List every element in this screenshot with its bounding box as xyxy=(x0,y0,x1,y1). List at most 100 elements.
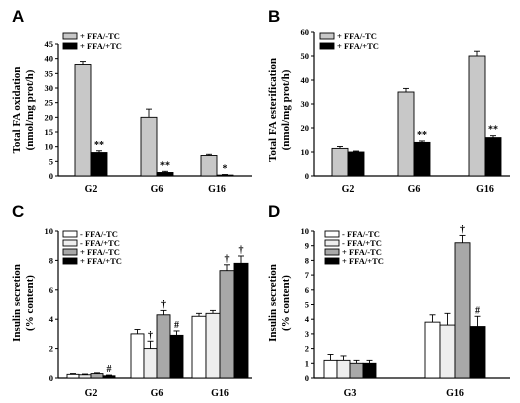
legend: + FFA/-TC+ FFA/+TC xyxy=(62,31,122,51)
bar xyxy=(347,151,365,177)
category-label: G3 xyxy=(344,388,357,399)
y-axis-label-line: (% content) xyxy=(24,275,36,331)
bar xyxy=(454,242,471,379)
y-tick-label: 25 xyxy=(45,98,54,108)
y-axis-label: Total FA esterification(nmol/mg prot/h) xyxy=(267,58,292,162)
bar xyxy=(484,137,502,177)
y-tick-label: 8 xyxy=(49,255,53,265)
panel-letter: A xyxy=(12,7,24,26)
bar xyxy=(331,147,349,177)
legend-swatch xyxy=(319,32,335,40)
bar xyxy=(78,374,92,379)
y-tick-label: 1 xyxy=(305,358,309,368)
legend-swatch xyxy=(324,239,340,247)
legend: + FFA/-TC+ FFA/+TC xyxy=(319,31,379,51)
legend-swatch xyxy=(62,239,78,247)
legend-swatch xyxy=(324,248,340,256)
legend-label: + FFA/-TC xyxy=(80,31,120,41)
y-tick-label: 6 xyxy=(49,285,53,295)
legend-label: - FFA/-TC xyxy=(342,229,380,239)
legend-swatch xyxy=(62,230,78,238)
significance-mark: † xyxy=(161,299,166,310)
y-tick-label: 20 xyxy=(301,123,310,133)
legend-label: - FFA/-TC xyxy=(80,229,118,239)
legend-swatch xyxy=(62,248,78,256)
category-label: G2 xyxy=(85,388,98,399)
y-axis-label-line: Insulin secretion xyxy=(11,264,23,342)
legend-swatch xyxy=(324,257,340,265)
y-tick-label: 6 xyxy=(305,285,309,295)
y-tick-label: 4 xyxy=(49,314,54,324)
y-tick-label: 30 xyxy=(45,83,54,93)
y-tick-label: 8 xyxy=(305,255,309,265)
bar xyxy=(219,270,235,379)
y-tick-label: 7 xyxy=(305,270,310,280)
y-tick-label: 3 xyxy=(305,329,309,339)
bar xyxy=(469,326,486,379)
y-axis-label: Total FA oxidation(nmol/mg prot/h) xyxy=(11,67,36,154)
bar xyxy=(169,334,184,379)
bar xyxy=(90,152,108,177)
legend-swatch xyxy=(324,230,340,238)
bar xyxy=(191,315,207,379)
y-tick-label: 10 xyxy=(45,226,54,236)
significance-mark: ** xyxy=(488,125,498,136)
significance-mark: † xyxy=(225,254,230,265)
category-label: G16 xyxy=(476,184,494,195)
legend-swatch xyxy=(62,32,78,40)
y-tick-label: 50 xyxy=(301,51,310,61)
bar xyxy=(468,55,486,177)
legend-label: + FFA/+TC xyxy=(342,256,384,266)
y-tick-label: 40 xyxy=(45,54,54,64)
significance-mark: ** xyxy=(94,140,104,151)
y-axis-label-line: Insulin secretion xyxy=(267,264,279,342)
bar xyxy=(200,155,218,177)
category-label: G6 xyxy=(408,184,421,195)
significance-mark: * xyxy=(223,164,228,175)
significance-mark: # xyxy=(475,305,480,316)
significance-mark: † xyxy=(148,330,153,341)
panel-letter: B xyxy=(268,7,280,26)
legend-label: - FFA/+TC xyxy=(80,238,120,248)
bar xyxy=(205,312,221,379)
significance-mark: # xyxy=(107,364,112,375)
bar xyxy=(90,373,104,379)
bar xyxy=(102,375,116,379)
legend-label: - FFA/+TC xyxy=(342,238,382,248)
y-axis-label-line: Total FA oxidation xyxy=(11,67,23,154)
bar xyxy=(74,64,92,177)
y-tick-label: 10 xyxy=(45,142,54,152)
y-axis-label-line: Total FA esterification xyxy=(267,58,279,162)
significance-mark: # xyxy=(174,320,179,331)
bar xyxy=(349,362,364,379)
legend-swatch xyxy=(62,42,78,50)
legend-label: + FFA/-TC xyxy=(337,31,377,41)
y-tick-label: 45 xyxy=(45,39,54,49)
y-tick-label: 35 xyxy=(45,68,54,78)
y-tick-label: 0 xyxy=(305,373,309,383)
bar xyxy=(397,91,415,177)
significance-mark: † xyxy=(460,224,465,235)
bar xyxy=(439,324,456,379)
y-tick-label: 2 xyxy=(49,344,53,354)
category-label: G6 xyxy=(151,184,164,195)
category-label: G16 xyxy=(446,388,464,399)
bar xyxy=(362,362,377,379)
y-tick-label: 2 xyxy=(305,344,309,354)
category-label: G6 xyxy=(151,388,164,399)
y-tick-label: 15 xyxy=(45,127,54,137)
category-label: G2 xyxy=(85,184,98,195)
legend: - FFA/-TC- FFA/+TC+ FFA/-TC+ FFA/+TC xyxy=(324,229,384,266)
category-label: G16 xyxy=(208,184,226,195)
legend-swatch xyxy=(62,257,78,265)
y-tick-label: 10 xyxy=(301,226,310,236)
category-label: G16 xyxy=(211,388,229,399)
panel-letter: D xyxy=(268,202,280,221)
significance-mark: † xyxy=(239,245,244,256)
y-axis-label-line: (% content) xyxy=(280,275,292,331)
y-tick-label: 20 xyxy=(45,112,54,122)
bar xyxy=(156,314,171,379)
legend-label: + FFA/+TC xyxy=(337,41,379,51)
panel-c: C Insulin secretion(% content) 0 2 4 6 8 10 # G2 †… xyxy=(11,202,252,399)
y-tick-label: 0 xyxy=(49,171,53,181)
